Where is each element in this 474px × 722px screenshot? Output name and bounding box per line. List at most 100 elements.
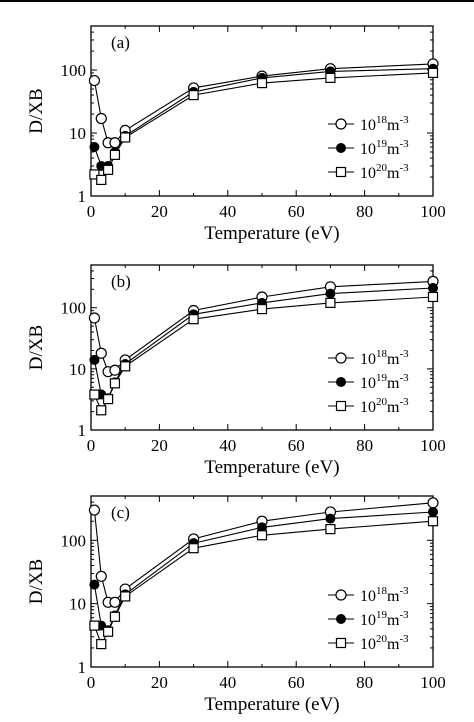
- data-point: [109, 596, 121, 608]
- legend-marker: [335, 118, 347, 130]
- data-point: [428, 283, 438, 294]
- legend-entry-label: 1020m-3: [360, 396, 409, 416]
- data-point: [96, 174, 107, 186]
- data-point: [89, 354, 100, 365]
- y-tick-label: 100: [61, 61, 87, 80]
- data-point: [427, 67, 439, 79]
- legend: 1018m-3 1019m-3 1020m-3: [328, 114, 409, 182]
- data-point: [256, 303, 268, 315]
- series-3: [89, 516, 439, 650]
- legend-entry-label: 1018m-3: [360, 585, 409, 605]
- legend-marker: [336, 143, 346, 153]
- data-point: [188, 89, 199, 101]
- legend-marker: [335, 352, 347, 364]
- data-point: [427, 497, 439, 509]
- chart-panel-3: 0 20 40 60 80 100 1 10 100 Temperature (eV) D/XB (c…: [26, 495, 446, 715]
- y-tick-label: 10: [69, 595, 86, 614]
- data-point: [325, 288, 336, 299]
- x-axis-label: Temperature (eV): [204, 223, 339, 244]
- data-point: [109, 364, 121, 376]
- legend-entry-label: 1019m-3: [360, 138, 409, 158]
- data-point: [89, 141, 100, 152]
- data-point: [88, 504, 101, 516]
- x-tick-label: 20: [151, 436, 168, 455]
- x-tick-label: 60: [288, 202, 305, 221]
- x-tick-label: 100: [420, 202, 446, 221]
- legend-marker: [335, 589, 347, 601]
- x-tick-label: 40: [219, 673, 236, 692]
- data-point: [95, 570, 107, 582]
- data-point: [95, 112, 107, 125]
- panel-label: (a): [111, 33, 130, 52]
- series-1: [88, 275, 439, 378]
- data-point: [325, 297, 336, 308]
- x-tick-label: 20: [151, 202, 168, 221]
- chart-panel-1: 0 20 40 60 80 100 1 10 100 Temperature (eV) D/XB (a…: [26, 25, 446, 244]
- data-point: [427, 516, 439, 527]
- x-tick-label: 0: [87, 673, 96, 692]
- x-tick-label: 80: [356, 436, 373, 455]
- chart-panel-2: 0 20 40 60 80 100 1 10 100 Temperature (eV) D/XB (b…: [26, 264, 446, 478]
- data-point: [102, 394, 114, 405]
- x-tick-label: 60: [288, 673, 305, 692]
- data-point: [89, 169, 100, 180]
- data-point: [109, 149, 121, 160]
- series-3: [89, 291, 439, 416]
- data-point: [89, 389, 100, 400]
- legend-entry-label: 1019m-3: [360, 609, 409, 629]
- series-3: [89, 67, 439, 186]
- x-tick-label: 100: [420, 436, 446, 455]
- data-point: [120, 591, 131, 602]
- legend-entry-label: 1020m-3: [360, 633, 409, 653]
- data-point: [427, 291, 439, 303]
- x-tick-label: 20: [151, 673, 168, 692]
- data-point: [120, 361, 131, 372]
- legend-entry-label: 1019m-3: [360, 372, 409, 392]
- legend-marker: [336, 614, 346, 624]
- legend-marker: [335, 637, 347, 649]
- data-point: [95, 347, 107, 359]
- data-point: [256, 78, 268, 89]
- data-point: [188, 314, 199, 325]
- x-axis-label: Temperature (eV): [204, 457, 339, 478]
- data-point: [120, 132, 131, 143]
- legend: 1018m-3 1019m-3 1020m-3: [328, 348, 409, 416]
- y-tick-label: 100: [61, 299, 87, 318]
- legend-entry-label: 1018m-3: [360, 348, 409, 368]
- data-point: [88, 74, 101, 87]
- legend-marker: [335, 400, 347, 412]
- legend-marker: [336, 377, 346, 387]
- data-point: [89, 620, 100, 631]
- data-point: [325, 513, 336, 524]
- y-tick-label: 1: [78, 658, 87, 677]
- y-axis-label: D/XB: [26, 325, 47, 370]
- panel-label: (b): [111, 272, 131, 291]
- y-tick-label: 10: [69, 360, 86, 379]
- y-axis-label: D/XB: [26, 559, 47, 604]
- data-point: [109, 378, 121, 389]
- y-tick-label: 10: [69, 124, 86, 143]
- series-1: [88, 58, 439, 149]
- x-tick-label: 40: [219, 436, 236, 455]
- data-point: [96, 405, 107, 416]
- x-tick-label: 60: [288, 436, 305, 455]
- x-tick-label: 80: [356, 202, 373, 221]
- legend-entry-label: 1018m-3: [360, 114, 409, 134]
- x-tick-label: 100: [420, 673, 446, 692]
- series-2: [89, 283, 438, 404]
- legend-marker: [335, 166, 347, 178]
- data-point: [89, 579, 100, 590]
- data-point: [325, 524, 336, 535]
- top-border-line: [0, 0, 474, 2]
- y-tick-label: 1: [78, 421, 87, 440]
- x-tick-label: 0: [87, 436, 96, 455]
- panel-label: (c): [111, 503, 130, 522]
- data-point: [102, 626, 114, 637]
- data-point: [96, 638, 107, 650]
- y-tick-label: 1: [78, 187, 87, 206]
- x-tick-label: 40: [219, 202, 236, 221]
- data-point: [109, 611, 121, 622]
- y-tick-label: 100: [61, 531, 87, 550]
- data-point: [88, 312, 101, 324]
